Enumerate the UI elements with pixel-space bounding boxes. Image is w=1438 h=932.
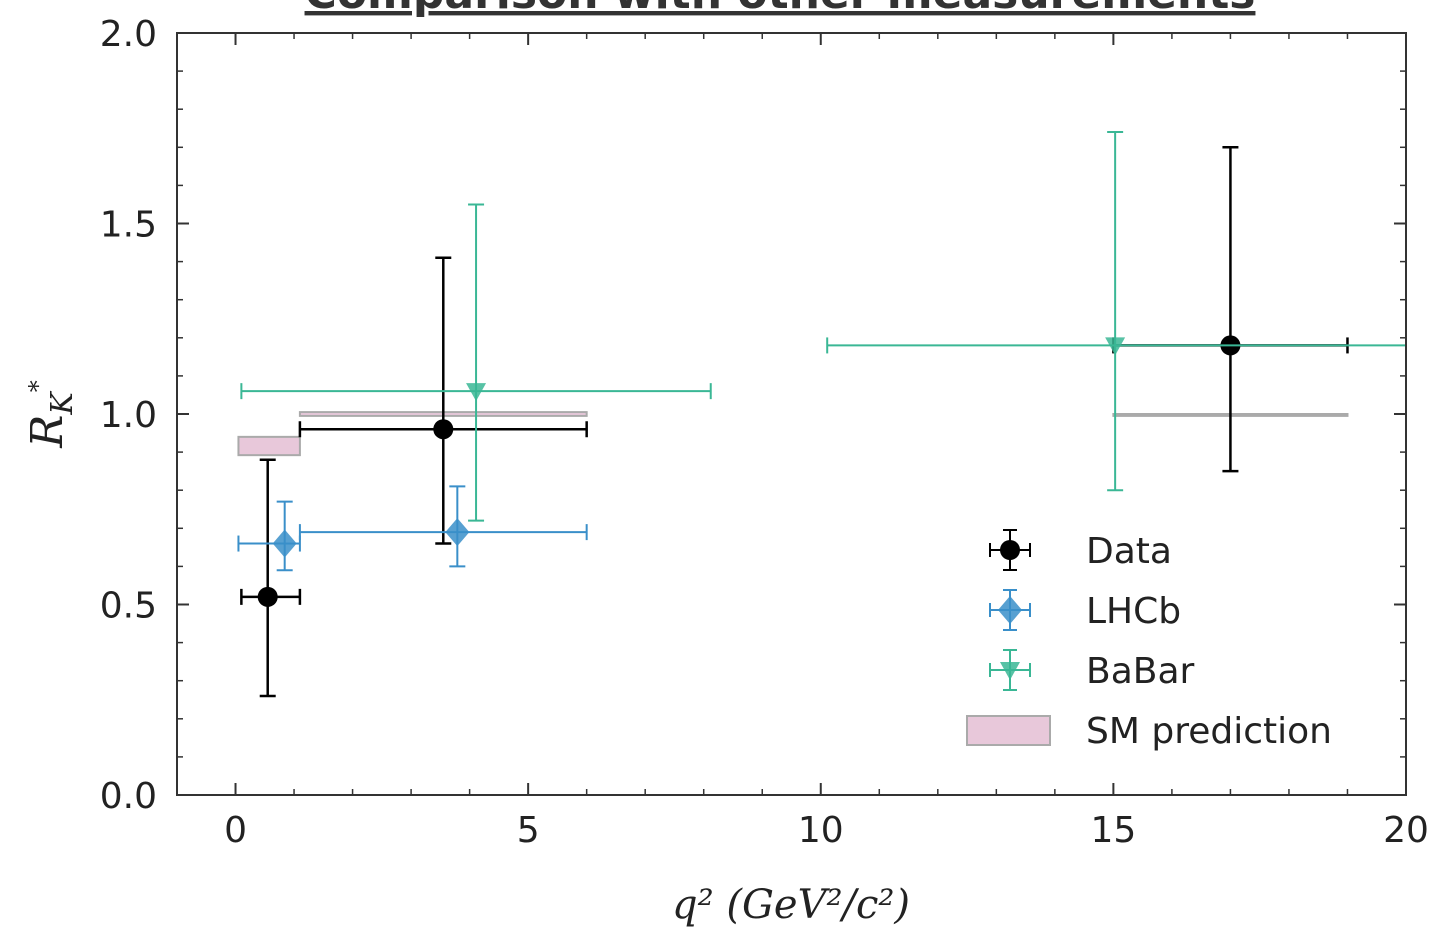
point <box>466 383 487 402</box>
x-tick-label: 0 <box>224 810 247 851</box>
x-tick-label: 10 <box>798 810 844 851</box>
legend-marker <box>1000 662 1020 680</box>
legend-marker <box>998 596 1022 624</box>
chart-title: Comparison with other measurements <box>305 0 1256 19</box>
legend-label: LHCb <box>1086 591 1181 632</box>
x-tick-label: 15 <box>1090 810 1136 851</box>
legend-label: SM prediction <box>1086 711 1332 752</box>
point <box>1105 337 1126 356</box>
y-tick-label: 1.0 <box>100 395 157 436</box>
x-tick-label: 5 <box>517 810 540 851</box>
y-axis-label: RK* <box>22 380 80 449</box>
y-label-sup: * <box>24 380 52 392</box>
y-tick-label: 0.5 <box>100 586 157 627</box>
legend-label: Data <box>1086 531 1172 572</box>
y-tick-label: 2.0 <box>100 14 157 55</box>
y-tick-label: 1.5 <box>100 205 157 246</box>
plot-area <box>237 131 1406 698</box>
legend-patch <box>966 715 1051 746</box>
point <box>433 419 454 440</box>
point <box>445 518 470 547</box>
x-tick-label: 20 <box>1383 810 1429 851</box>
y-label-sub: K <box>45 391 80 416</box>
point <box>272 529 297 558</box>
legend-label: BaBar <box>1086 651 1195 692</box>
y-label-base: R <box>22 415 73 449</box>
sm-band <box>237 435 301 457</box>
x-axis-label: q² (GeV²/c²) <box>672 882 910 928</box>
y-tick-label: 0.0 <box>100 776 157 817</box>
legend-marker <box>1000 540 1020 560</box>
point <box>257 586 278 607</box>
